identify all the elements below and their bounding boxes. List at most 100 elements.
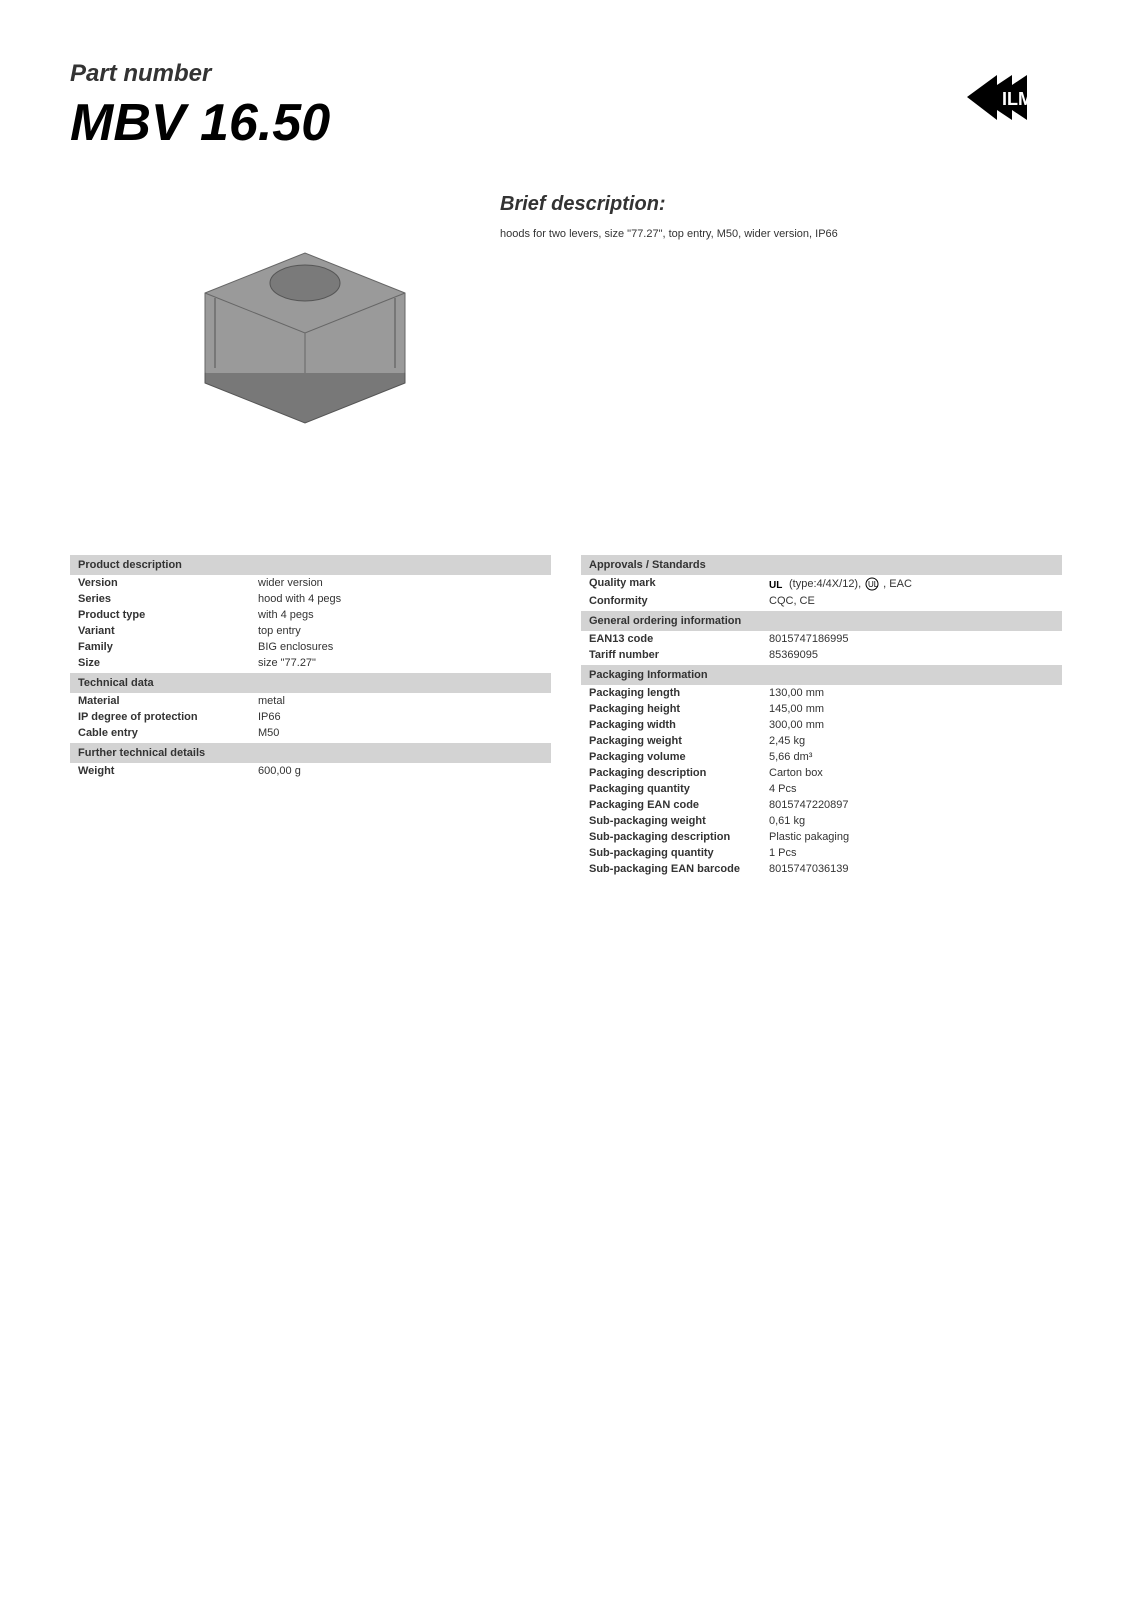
- svg-text:ILME: ILME: [1002, 89, 1045, 109]
- table-row: Packaging height145,00 mm: [581, 701, 1062, 717]
- row-label: Size: [78, 657, 258, 669]
- section-header: General ordering information: [581, 611, 1062, 631]
- circle-cert-icon: UL: [865, 577, 879, 591]
- table-row: Sub-packaging quantity1 Pcs: [581, 845, 1062, 861]
- row-label: Series: [78, 593, 258, 605]
- table-row: Packaging volume5,66 dm³: [581, 749, 1062, 765]
- table-row: Packaging quantity4 Pcs: [581, 781, 1062, 797]
- table-row: Varianttop entry: [70, 623, 551, 639]
- row-value: top entry: [258, 625, 301, 637]
- row-value: 1 Pcs: [769, 847, 797, 859]
- row-label: Packaging weight: [589, 735, 769, 747]
- product-illustration: [165, 213, 445, 433]
- table-row: Quality markUL (type:4/4X/12), UL , EAC: [581, 575, 1062, 593]
- row-value: wider version: [258, 577, 323, 589]
- brief-description-section: Brief description: hoods for two levers,…: [500, 193, 1062, 453]
- brief-title: Brief description:: [500, 193, 1062, 216]
- row-value: 600,00 g: [258, 765, 301, 777]
- row-value: CQC, CE: [769, 595, 815, 607]
- row-value: 85369095: [769, 649, 818, 661]
- left-table: Product descriptionVersionwider versionS…: [70, 553, 551, 877]
- row-value: 130,00 mm: [769, 687, 824, 699]
- table-row: Packaging descriptionCarton box: [581, 765, 1062, 781]
- tables-container: Product descriptionVersionwider versionS…: [70, 553, 1062, 877]
- row-label: Family: [78, 641, 258, 653]
- table-row: Sizesize "77.27": [70, 655, 551, 671]
- row-label: Packaging volume: [589, 751, 769, 763]
- product-image: [150, 193, 460, 453]
- page-header: Part number MBV 16.50 ILME: [70, 60, 1062, 153]
- row-label: Sub-packaging weight: [589, 815, 769, 827]
- brief-description: hoods for two levers, size "77.27", top …: [500, 228, 1062, 240]
- part-number: MBV 16.50: [70, 93, 330, 153]
- table-row: Serieshood with 4 pegs: [70, 591, 551, 607]
- table-row: Product typewith 4 pegs: [70, 607, 551, 623]
- row-value: BIG enclosures: [258, 641, 333, 653]
- content-top: Brief description: hoods for two levers,…: [70, 193, 1062, 453]
- row-value: 2,45 kg: [769, 735, 805, 747]
- row-label: Version: [78, 577, 258, 589]
- row-value: 300,00 mm: [769, 719, 824, 731]
- table-row: Sub-packaging weight0,61 kg: [581, 813, 1062, 829]
- table-row: Cable entryM50: [70, 725, 551, 741]
- row-label: Conformity: [589, 595, 769, 607]
- table-row: FamilyBIG enclosures: [70, 639, 551, 655]
- row-label: Packaging length: [589, 687, 769, 699]
- section-header: Approvals / Standards: [581, 555, 1062, 575]
- row-value: Plastic pakaging: [769, 831, 849, 843]
- row-label: Packaging description: [589, 767, 769, 779]
- section-header: Packaging Information: [581, 665, 1062, 685]
- table-row: Packaging EAN code8015747220897: [581, 797, 1062, 813]
- row-value: 8015747036139: [769, 863, 849, 875]
- ilme-logo: ILME: [962, 60, 1062, 135]
- row-value: 0,61 kg: [769, 815, 805, 827]
- row-value: 145,00 mm: [769, 703, 824, 715]
- row-value: size "77.27": [258, 657, 316, 669]
- row-value: UL (type:4/4X/12), UL , EAC: [769, 577, 912, 591]
- row-label: Packaging EAN code: [589, 799, 769, 811]
- row-label: Packaging height: [589, 703, 769, 715]
- row-label: Tariff number: [589, 649, 769, 661]
- table-row: Weight600,00 g: [70, 763, 551, 779]
- row-label: Cable entry: [78, 727, 258, 739]
- ul-cert-icon: UL: [769, 578, 785, 590]
- section-header: Further technical details: [70, 743, 551, 763]
- row-value: 8015747186995: [769, 633, 849, 645]
- table-row: ConformityCQC, CE: [581, 593, 1062, 609]
- header-left: Part number MBV 16.50: [70, 60, 330, 153]
- svg-text:UL: UL: [868, 580, 879, 589]
- table-row: Packaging length130,00 mm: [581, 685, 1062, 701]
- table-row: Sub-packaging descriptionPlastic pakagin…: [581, 829, 1062, 845]
- table-row: Materialmetal: [70, 693, 551, 709]
- row-label: Packaging width: [589, 719, 769, 731]
- row-label: Weight: [78, 765, 258, 777]
- svg-text:UL: UL: [769, 580, 782, 590]
- row-label: EAN13 code: [589, 633, 769, 645]
- row-label: Material: [78, 695, 258, 707]
- row-label: IP degree of protection: [78, 711, 258, 723]
- row-label: Quality mark: [589, 577, 769, 591]
- row-label: Variant: [78, 625, 258, 637]
- table-row: IP degree of protectionIP66: [70, 709, 551, 725]
- row-label: Sub-packaging description: [589, 831, 769, 843]
- row-label: Product type: [78, 609, 258, 621]
- table-row: Sub-packaging EAN barcode8015747036139: [581, 861, 1062, 877]
- part-label: Part number: [70, 60, 330, 88]
- table-row: Tariff number85369095: [581, 647, 1062, 663]
- row-value: M50: [258, 727, 279, 739]
- row-label: Sub-packaging EAN barcode: [589, 863, 769, 875]
- right-table: Approvals / StandardsQuality markUL (typ…: [581, 553, 1062, 877]
- row-label: Packaging quantity: [589, 783, 769, 795]
- row-value: metal: [258, 695, 285, 707]
- row-value: IP66: [258, 711, 281, 723]
- row-value: 5,66 dm³: [769, 751, 812, 763]
- row-value: hood with 4 pegs: [258, 593, 341, 605]
- row-value: Carton box: [769, 767, 823, 779]
- table-row: Packaging weight2,45 kg: [581, 733, 1062, 749]
- table-row: Versionwider version: [70, 575, 551, 591]
- logo-svg: ILME: [962, 60, 1062, 135]
- section-header: Technical data: [70, 673, 551, 693]
- table-row: EAN13 code8015747186995: [581, 631, 1062, 647]
- table-row: Packaging width300,00 mm: [581, 717, 1062, 733]
- section-header: Product description: [70, 555, 551, 575]
